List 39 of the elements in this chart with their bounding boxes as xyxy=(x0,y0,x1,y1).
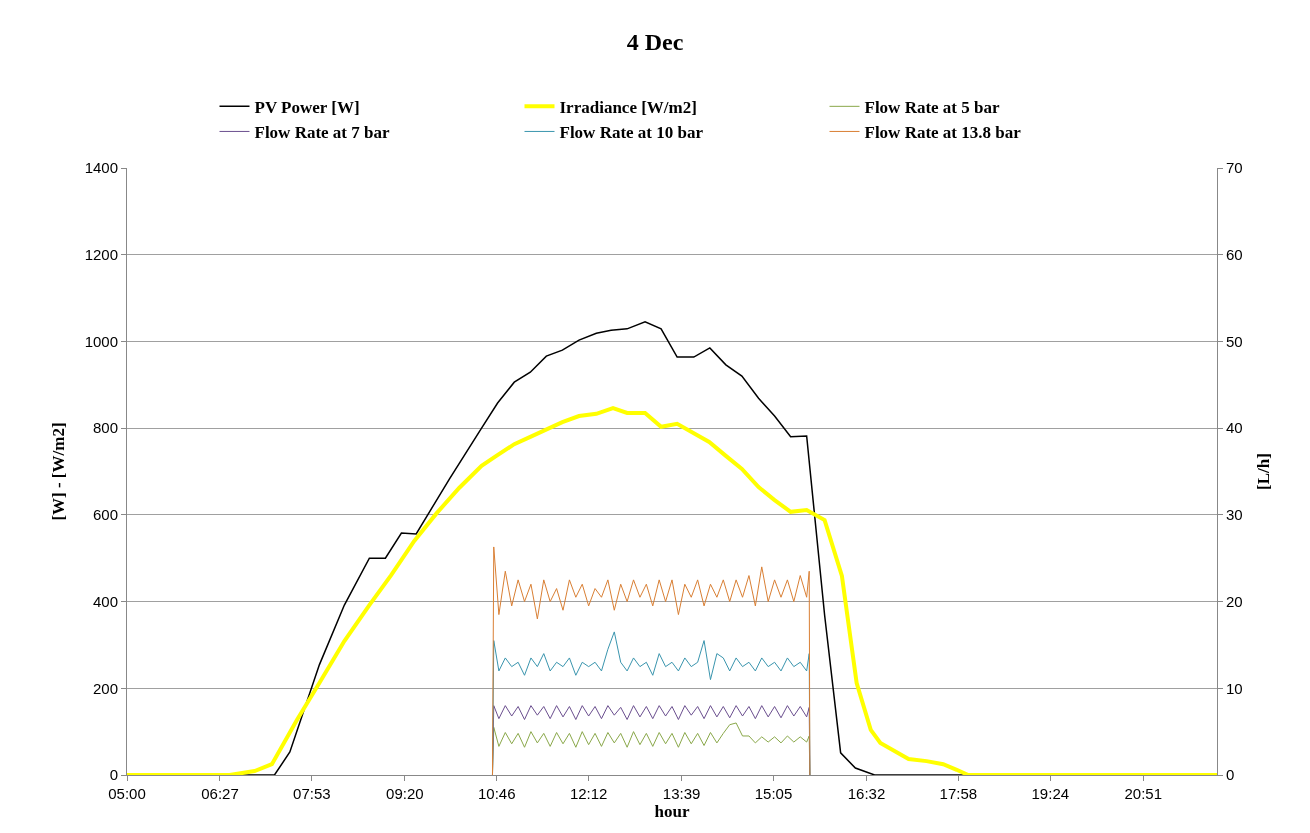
x-tick-label: 13:39 xyxy=(662,785,701,802)
y-tick-label: 0 xyxy=(109,766,118,784)
legend-label: Irradiance [W/m2] xyxy=(559,97,697,117)
x-tick-label: 16:32 xyxy=(847,785,886,802)
line-series xyxy=(491,546,811,775)
y-axis-title: [W] - [W/m2] xyxy=(49,422,69,521)
y-tick-label: 1000 xyxy=(84,332,118,350)
x-tick-label: 12:12 xyxy=(569,785,608,802)
y2-axis-title: [L/h] xyxy=(1254,453,1274,490)
legend-label: Flow Rate at 13.8 bar xyxy=(864,123,1022,143)
x-tick-label: 19:24 xyxy=(1031,785,1070,802)
y2-tick-label: 30 xyxy=(1226,506,1243,524)
y-tick-label: 400 xyxy=(92,592,118,610)
y-tick-label: 800 xyxy=(92,419,118,437)
x-axis-title: hour xyxy=(654,802,690,821)
y-tick-label: 1200 xyxy=(84,245,118,263)
y2-tick-label: 20 xyxy=(1226,592,1243,610)
x-tick-label: 15:05 xyxy=(754,785,793,802)
y2-tick-label: 60 xyxy=(1226,245,1243,263)
y2-tick-label: 70 xyxy=(1226,159,1243,177)
y2-tick-label: 10 xyxy=(1226,679,1243,697)
y2-tick-label: 40 xyxy=(1226,419,1243,437)
legend-label: Flow Rate at 5 bar xyxy=(864,97,1000,117)
y-tick-label: 200 xyxy=(92,679,118,697)
x-tick-label: 07:53 xyxy=(293,785,331,802)
legend-label: Flow Rate at 10 bar xyxy=(559,123,704,143)
legend-label: Flow Rate at 7 bar xyxy=(254,123,390,143)
y2-tick-label: 50 xyxy=(1226,332,1243,350)
legend-label: PV Power [W] xyxy=(254,97,360,117)
x-tick-label: 05:00 xyxy=(108,785,146,802)
chart-title: 4 Dec xyxy=(626,29,684,56)
y2-tick-label: 0 xyxy=(1226,766,1235,784)
x-tick-label: 10:46 xyxy=(477,785,516,802)
x-tick-label: 17:58 xyxy=(939,785,978,802)
x-tick-label: 06:27 xyxy=(201,785,239,802)
y-tick-label: 600 xyxy=(92,506,118,524)
y-tick-label: 1400 xyxy=(84,159,118,177)
x-tick-label: 09:20 xyxy=(386,785,424,802)
x-tick-label: 20:51 xyxy=(1124,785,1163,802)
